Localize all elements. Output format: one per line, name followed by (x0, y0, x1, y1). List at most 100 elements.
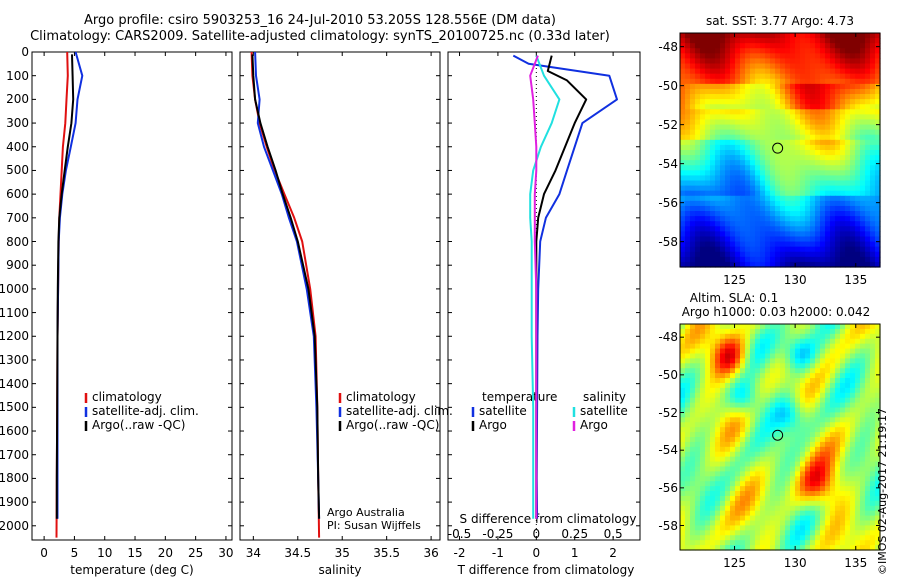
tdiff-xtick-label: 2 (609, 546, 617, 560)
depth-tick-label: 1800 (0, 471, 29, 486)
depth-tick-label: 800 (6, 234, 29, 249)
depth-tick-label: 400 (6, 139, 29, 154)
sdiff-xtick-label: -0.5 (447, 527, 472, 541)
sst-map-ytick-label: -56 (658, 195, 678, 210)
sla-map-ytick-label: -54 (658, 443, 678, 458)
sal-xtick-label: 36 (423, 546, 439, 560)
sal-xlabel: salinity (318, 563, 362, 577)
sal-legend-entry: climatology (346, 390, 416, 404)
tdiff-xtick-label: -1 (491, 546, 504, 560)
pi-note: PI: Susan Wijffels (327, 519, 421, 532)
sst-map-xtick-label: 125 (723, 273, 746, 287)
sla-map-ytick-label: -56 (658, 480, 678, 495)
depth-tick-label: 1600 (0, 424, 29, 439)
tdiff-legend-title: temperature (482, 390, 558, 404)
sdiff-xtick-label: 0.25 (561, 527, 589, 541)
depth-tick-label: 100 (6, 68, 29, 83)
sla-map-ytick-label: -50 (658, 367, 678, 382)
figure-title-line2: Climatology: CARS2009. Satellite-adjuste… (30, 29, 610, 44)
tdiff-xtick-label: 1 (570, 546, 579, 560)
temp-xtick-label: 10 (97, 546, 113, 560)
panel-frame-temp (31, 51, 233, 541)
sla-map-ytick-label: -48 (658, 330, 678, 345)
sdiff-legend-entry: Argo (580, 418, 608, 432)
depth-tick-label: 200 (6, 92, 29, 107)
sdiff-xlabel: S difference from climatology (459, 512, 637, 526)
depth-tick-label: 900 (6, 258, 29, 273)
sla-map-xtick-label: 135 (844, 556, 868, 570)
sdiff-legend-entry: satellite (580, 404, 628, 418)
tdiff-legend-entry: Argo (479, 418, 507, 432)
sst-map-frame (679, 32, 881, 268)
depth-tick-label: 1100 (0, 305, 29, 320)
sal-xtick-label: 35.5 (373, 546, 401, 560)
depth-tick-label: 1900 (0, 495, 29, 510)
temp-legend-entry: climatology (92, 390, 162, 404)
figure-title-line1: Argo profile: csiro 5903253_16 24-Jul-20… (84, 13, 556, 28)
sst-map-ytick-label: -50 (658, 78, 678, 93)
sal-xtick-label: 34.5 (284, 546, 312, 560)
institution-note: Argo Australia (327, 506, 405, 519)
sst-map-title: sat. SST: 3.77 Argo: 4.73 (705, 14, 855, 28)
temp-xtick-label: 5 (70, 546, 79, 560)
depth-tick-label: 700 (6, 210, 29, 225)
temp-xtick-label: 0 (40, 546, 48, 560)
temp-xlabel: temperature (deg C) (70, 563, 194, 577)
sdiff-xtick-label: 0.5 (603, 527, 623, 541)
temp-xtick-label: 20 (157, 546, 173, 560)
sst-map-ytick-label: -54 (658, 156, 678, 171)
sla-map-subtitle: Argo h1000: 0.03 h2000: 0.042 (681, 305, 871, 319)
sst-map-ytick-label: -52 (658, 117, 678, 132)
sdiff-xtick-label: -0.25 (482, 527, 514, 541)
depth-tick-label: 500 (6, 163, 29, 178)
sla-map-xtick-label: 125 (723, 556, 746, 570)
temp-xtick-label: 25 (187, 546, 204, 560)
sst-map-heatmap (680, 33, 881, 268)
sst-map-xtick-label: 135 (844, 273, 868, 287)
depth-tick-label: 0 (21, 45, 29, 59)
sst-map-argo-position-marker (772, 142, 784, 154)
sla-map-ytick-label: -52 (658, 405, 678, 420)
sal-xtick-label: 34 (245, 546, 261, 560)
sst-map-xtick-label: 130 (783, 273, 807, 287)
depth-tick-label: 1400 (0, 376, 29, 391)
sla-map-xtick-label: 130 (783, 556, 807, 570)
sdiff-satellite-line (529, 55, 561, 519)
temp-xtick-label: 30 (218, 546, 234, 560)
sal-xtick-label: 35 (334, 546, 350, 560)
imos-watermark: ©IMOS 02-Aug-2017 21:19:17 (876, 408, 889, 575)
sla-map-argo-position-marker (772, 429, 784, 441)
temp-satellite-clim-line (56, 51, 84, 519)
tdiff-xlabel: T difference from climatology (457, 563, 635, 577)
sst-map-ytick-label: -58 (658, 234, 678, 249)
depth-tick-label: 1300 (0, 352, 29, 367)
temp-legend-entry: Argo(..raw -QC) (92, 418, 186, 432)
sla-map-title: Altim. SLA: 0.1 (689, 291, 779, 305)
sla-map-heatmap (680, 324, 881, 551)
temp-xtick-label: 15 (127, 546, 143, 560)
depth-tick-label: 1000 (0, 281, 29, 296)
temp-legend-entry: satellite-adj. clim. (92, 404, 199, 418)
depth-tick-label: 1500 (0, 400, 29, 415)
sal-legend-entry: Argo(..raw -QC) (346, 418, 440, 432)
tdiff-argo-line (535, 55, 588, 519)
tdiff-legend-entry: satellite (479, 404, 527, 418)
depth-tick-label: 600 (6, 187, 29, 202)
tdiff-satellite-line (512, 54, 618, 519)
sst-map-ytick-label: -48 (658, 39, 678, 54)
depth-tick-label: 1200 (0, 329, 29, 344)
sdiff-argo-line (529, 55, 539, 519)
panel-frame-sal (239, 51, 441, 541)
sla-map-frame (679, 323, 881, 551)
depth-tick-label: 300 (6, 116, 29, 131)
sal-legend-entry: satellite-adj. clim. (346, 404, 453, 418)
sal-argo-line (251, 54, 321, 519)
depth-tick-label: 2000 (0, 518, 29, 533)
tdiff-xtick-label: -2 (453, 546, 466, 560)
sdiff-xtick-label: 0 (532, 527, 541, 541)
tdiff-xtick-label: 0 (532, 546, 541, 560)
sla-map-ytick-label: -58 (658, 518, 678, 533)
depth-tick-label: 1700 (0, 447, 29, 462)
panel-frame-diff (447, 51, 641, 541)
